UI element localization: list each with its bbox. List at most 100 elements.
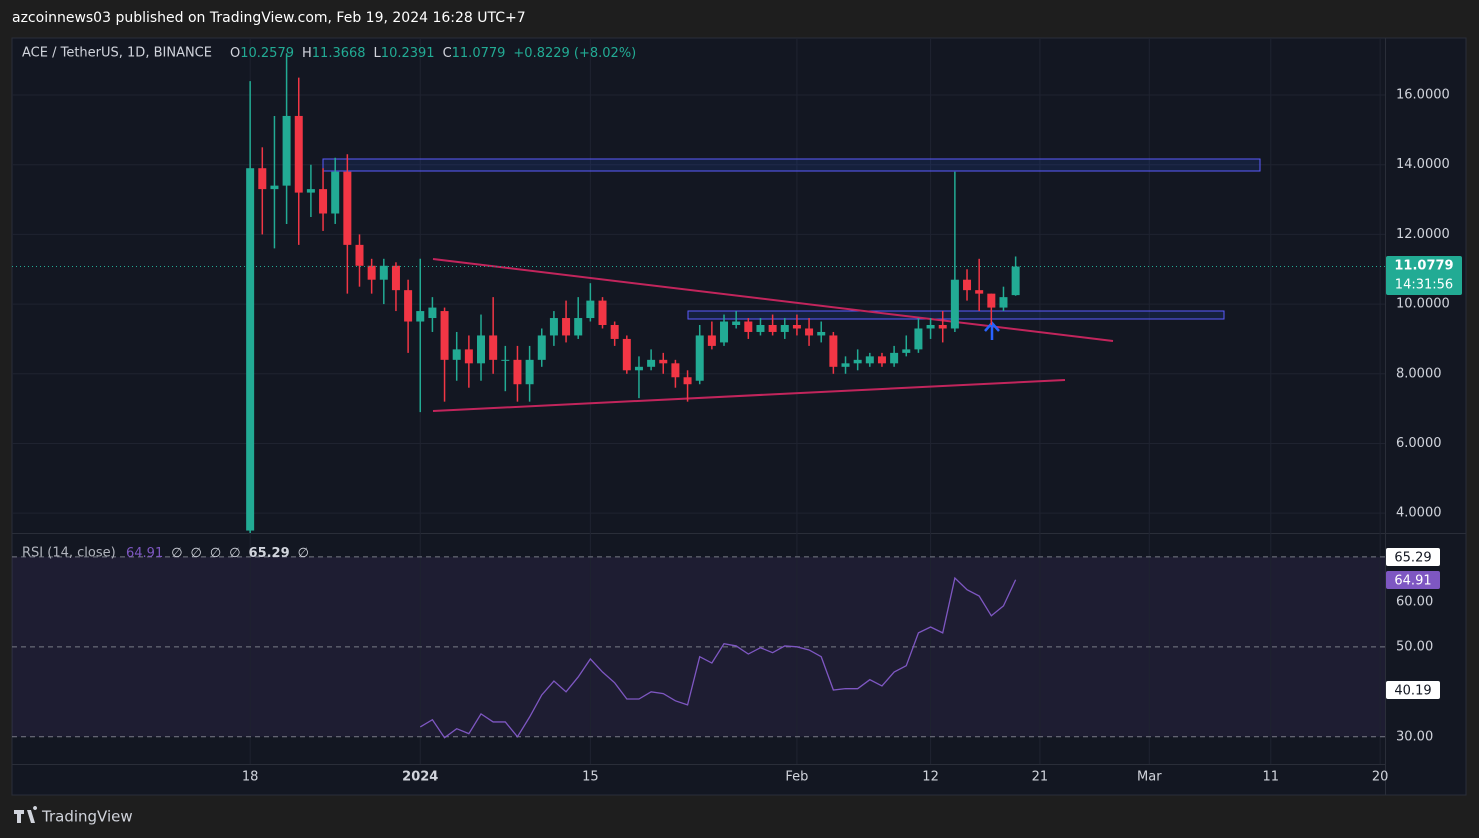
ohlc-legend: O10.2579 H11.3668 L10.2391 C11.0779 +0.8229 … (230, 46, 636, 61)
candle-body (914, 328, 923, 350)
scale-label-box (1386, 571, 1440, 589)
ohlc-value: 11.3668 (312, 46, 366, 61)
candle-body (610, 324, 619, 339)
x-tick-label: Mar (1137, 770, 1162, 785)
candle-body (586, 300, 595, 319)
y-tick-label: 10.0000 (1396, 297, 1450, 312)
candle-body (306, 189, 315, 193)
candle-body (950, 279, 959, 329)
candle-body (659, 359, 668, 364)
y-tick-label: 8.0000 (1396, 366, 1442, 381)
x-tick-label: 11 (1263, 770, 1280, 785)
candle-body (756, 324, 765, 332)
candle-body (768, 324, 777, 332)
candle-body (695, 335, 704, 381)
candle-body (391, 265, 400, 291)
candle-body (671, 363, 680, 378)
candle-body (562, 318, 571, 336)
candle-body (440, 311, 449, 360)
candle-body (270, 185, 279, 190)
candle-body (720, 321, 729, 343)
candle-body (598, 300, 607, 325)
candle-body (246, 168, 255, 531)
candle-body (525, 359, 534, 385)
y-tick-label: 60.00 (1396, 594, 1433, 609)
scale-label-box (1386, 681, 1440, 699)
candle-body (853, 359, 862, 364)
candle-body (780, 324, 789, 332)
price-label-box (1386, 256, 1462, 295)
publisher: azcoinnews03 published on TradingView.co… (12, 10, 526, 26)
trend-line-upper (432, 258, 1114, 342)
candle-body (464, 349, 473, 364)
x-tick-label: 18 (242, 770, 259, 785)
resistance-zone (322, 158, 1261, 172)
rsi-legend-value: ∅ (229, 546, 240, 561)
candle-body (258, 168, 267, 190)
ohlc-key: C (443, 46, 452, 61)
candle-body (999, 297, 1008, 308)
candle-body (282, 115, 291, 186)
candle-body (975, 290, 984, 294)
last-price-label: 11.0779 (1394, 259, 1453, 274)
x-tick-label: 20 (1372, 770, 1389, 785)
rsi-legend-value: ∅ (191, 546, 202, 561)
candle-body (379, 265, 388, 280)
y-tick-label: 16.0000 (1396, 88, 1450, 103)
candle-body (549, 318, 558, 336)
rsi-title: RSI (14, close) (22, 546, 116, 561)
x-tick-label: 12 (922, 770, 939, 785)
trend-line-lower (432, 379, 1066, 412)
candle-body (319, 189, 328, 214)
rsi-legend: 64.91 ∅ ∅ ∅ ∅ 65.29 ∅ (126, 546, 309, 561)
chart-frame (11, 37, 1467, 796)
candle-body (452, 349, 461, 360)
candle-body (647, 359, 656, 367)
candle-body (355, 244, 364, 266)
candle-body (987, 293, 996, 308)
candle-body (513, 359, 522, 385)
y-tick-label: 6.0000 (1396, 436, 1442, 451)
ohlc-key: L (374, 46, 382, 61)
candle-body (938, 324, 947, 329)
candle-body (805, 328, 814, 336)
rsi-legend-value: ∅ (298, 546, 309, 561)
rsi-legend-value: ∅ (171, 546, 182, 561)
candle-body (404, 290, 413, 322)
candle-body (294, 115, 303, 193)
candle-body (744, 321, 753, 332)
candle-body (343, 171, 352, 245)
candle-body (841, 363, 850, 367)
scale-label: 65.29 (1394, 551, 1431, 566)
candle-body (829, 335, 838, 367)
ohlc-value: 11.0779 (452, 46, 506, 61)
change-label: +0.8229 (+8.02%) (513, 46, 636, 61)
y-tick-label: 4.0000 (1396, 506, 1442, 521)
y-tick-label: 12.0000 (1396, 227, 1450, 242)
candle-body (902, 349, 911, 353)
x-tick-label: 2024 (402, 770, 438, 785)
x-tick-label: Feb (785, 770, 808, 785)
candle-body (537, 335, 546, 360)
scale-label: 40.19 (1394, 684, 1431, 699)
candle-body (792, 324, 801, 329)
candle-body (1011, 266, 1020, 296)
candle-body (865, 356, 874, 364)
candle-body (634, 366, 643, 371)
rsi-line (419, 576, 1017, 739)
scale-label-box (1386, 548, 1440, 566)
brand: TradingView (41, 808, 133, 826)
x-tick-label: 21 (1032, 770, 1049, 785)
candle-body (416, 311, 425, 322)
y-tick-label: 30.00 (1396, 729, 1433, 744)
candle-body (732, 321, 741, 325)
candle-body (890, 352, 899, 364)
candle-body (877, 356, 886, 364)
candle-body (501, 359, 510, 361)
candle-body (926, 324, 935, 329)
candle-body (489, 335, 498, 360)
candle-body (707, 335, 716, 346)
countdown: 14:31:56 (1395, 278, 1453, 293)
ohlc-value: 10.2391 (381, 46, 435, 61)
